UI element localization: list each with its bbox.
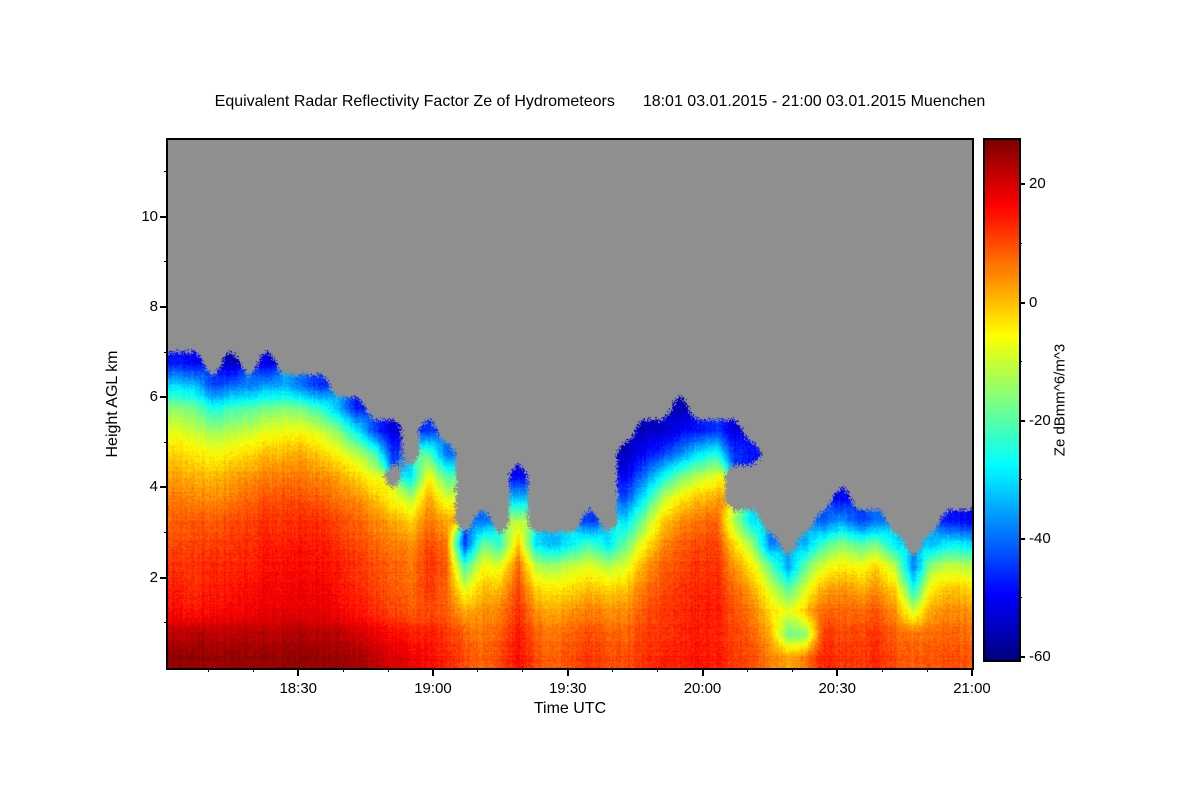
x-minor-tick	[477, 668, 479, 672]
y-minor-tick	[164, 171, 168, 173]
colorbar-canvas	[985, 140, 1019, 660]
colorbar-tick	[1019, 301, 1025, 304]
y-major-tick	[160, 215, 168, 218]
y-major-tick	[160, 486, 168, 489]
colorbar-tick-label: -60	[1029, 648, 1051, 666]
x-major-tick	[836, 668, 839, 676]
x-minor-tick	[657, 668, 659, 672]
y-axis-label: Height AGL km	[104, 350, 121, 458]
colorbar-minor-tick	[1019, 479, 1022, 481]
x-tick-label: 19:00	[414, 680, 452, 697]
x-minor-tick	[926, 668, 928, 672]
x-minor-tick	[387, 668, 389, 672]
colorbar-minor-tick	[1019, 361, 1022, 363]
x-tick-label: 21:00	[953, 680, 991, 697]
y-minor-tick	[164, 351, 168, 353]
x-major-tick	[971, 668, 973, 676]
x-major-tick	[297, 668, 300, 676]
x-minor-tick	[522, 668, 524, 672]
x-tick-label: 19:30	[548, 680, 587, 697]
x-minor-tick	[791, 668, 793, 672]
y-minor-tick	[164, 622, 168, 624]
x-tick-label: 18:30	[279, 680, 318, 697]
y-tick-label: 4	[149, 478, 158, 496]
colorbar-tick	[1019, 183, 1025, 186]
x-minor-tick	[746, 668, 748, 672]
chart-title-text: Equivalent Radar Reflectivity Factor Ze …	[214, 93, 615, 110]
x-major-tick	[432, 668, 434, 676]
colorbar-label: Ze dBmm^6/m^3	[1051, 343, 1069, 457]
y-minor-tick	[164, 532, 168, 534]
colorbar-tick	[1019, 537, 1025, 540]
heatmap-canvas	[168, 140, 972, 668]
y-major-tick	[160, 396, 168, 399]
x-tick-label: 20:30	[818, 680, 857, 697]
x-minor-tick	[342, 668, 344, 672]
y-minor-tick	[164, 261, 168, 263]
colorbar-tick	[1019, 656, 1025, 659]
y-major-tick	[160, 305, 168, 308]
y-major-tick	[160, 576, 168, 579]
colorbar-tick-label: -40	[1029, 529, 1051, 547]
x-tick-label: 20:00	[683, 680, 722, 697]
chart-title: Equivalent Radar Reflectivity Factor Ze …	[0, 93, 1200, 111]
x-axis-label: Time UTC	[533, 700, 607, 717]
colorbar-minor-tick	[1019, 242, 1022, 244]
y-minor-tick	[164, 441, 168, 443]
x-minor-tick	[881, 668, 883, 672]
y-tick-label: 6	[149, 388, 158, 406]
colorbar-tick	[1019, 419, 1025, 422]
colorbar-minor-tick	[1019, 597, 1022, 599]
x-minor-tick	[612, 668, 614, 672]
y-tick-label: 2	[149, 568, 158, 586]
y-tick-label: 10	[141, 207, 158, 225]
x-major-tick	[701, 668, 704, 676]
x-minor-tick	[252, 668, 254, 672]
colorbar-tick-label: 20	[1029, 175, 1046, 193]
colorbar-tick-label: -20	[1029, 411, 1051, 429]
colorbar-tick-label: 0	[1029, 293, 1038, 311]
x-minor-tick	[207, 668, 209, 672]
chart-title-period: 18:01 03.01.2015 - 21:00 03.01.2015 Muen…	[642, 93, 986, 110]
y-tick-label: 8	[149, 297, 158, 315]
x-major-tick	[566, 668, 569, 676]
